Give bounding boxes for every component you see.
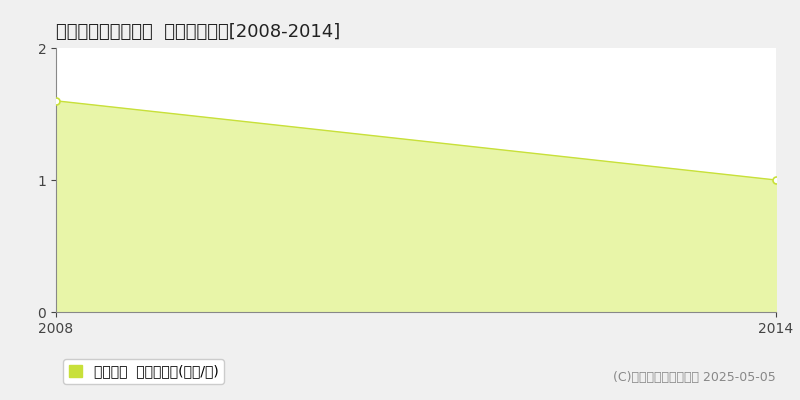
- Legend: 土地価格  平均坪単価(万円/坪): 土地価格 平均坪単価(万円/坪): [63, 359, 224, 384]
- Text: (C)土地価格ドットコム 2025-05-05: (C)土地価格ドットコム 2025-05-05: [614, 371, 776, 384]
- Text: 東白川郡棚倉町福井  土地価格推移[2008-2014]: 東白川郡棚倉町福井 土地価格推移[2008-2014]: [56, 23, 340, 41]
